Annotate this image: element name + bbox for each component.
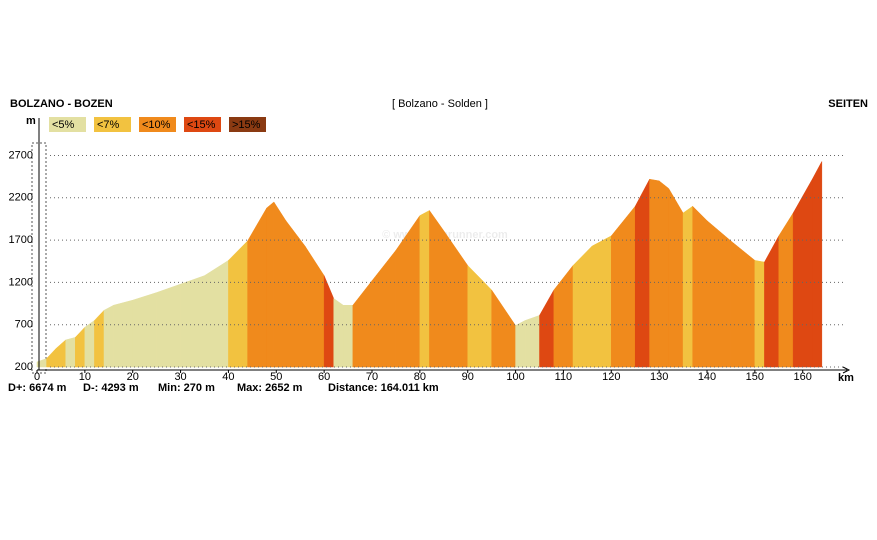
profile-segment: [323, 275, 334, 368]
profile-segment: [429, 209, 445, 368]
legend-label: <5%: [52, 119, 75, 131]
y-tick-label: 2200: [9, 192, 33, 204]
chart-title: [ Bolzano - Solden ]: [392, 98, 488, 110]
profile-segment: [467, 264, 492, 368]
profile-segment: [611, 205, 636, 368]
profile-segment: [247, 207, 267, 368]
profile-segment: [553, 264, 574, 368]
profile-segment: [65, 337, 76, 368]
profile-segment: [634, 179, 650, 368]
x-tick-label: 40: [222, 371, 234, 383]
legend-label: <10%: [142, 119, 171, 131]
x-tick-label: 90: [462, 371, 474, 383]
y-tick-label: 200: [15, 361, 33, 373]
x-tick-label: 0: [34, 371, 40, 383]
profile-segment: [273, 201, 287, 368]
profile-segment: [180, 275, 205, 368]
x-tick-label: 140: [698, 371, 716, 383]
y-tick-label: 2700: [9, 149, 33, 161]
profile-segment: [515, 320, 526, 368]
x-tick-label: 100: [506, 371, 524, 383]
profile-segment: [352, 279, 373, 368]
stat: D+: 6674 m: [8, 382, 67, 394]
profile-segment: [46, 347, 57, 368]
legend-swatch: [94, 117, 131, 132]
profile-segment: [343, 304, 354, 368]
stat: Max: 2652 m: [237, 382, 303, 394]
profile-segment: [792, 178, 813, 368]
y-tick-label: 700: [15, 319, 33, 331]
profile-segment: [572, 245, 593, 368]
profile-segment: [682, 205, 693, 368]
profile-segment: [658, 180, 669, 368]
profile-segment: [764, 235, 780, 368]
legend-swatch: [49, 117, 86, 132]
x-tick-label: 120: [602, 371, 620, 383]
profile-segment: [649, 178, 660, 368]
legend-label: <7%: [97, 119, 120, 131]
legend-swatch: [229, 117, 266, 132]
profile-segment: [55, 339, 66, 368]
profile-segment: [524, 315, 540, 368]
profile-segment: [706, 220, 732, 368]
profile-segment: [812, 161, 823, 368]
axis-marker: [31, 142, 47, 374]
profile-segment: [539, 289, 555, 368]
profile-segment: [156, 283, 181, 368]
y-tick-label: 1200: [9, 276, 33, 288]
start-label: BOLZANO - BOZEN: [10, 98, 113, 110]
x-tick-label: 10: [79, 371, 91, 383]
profile-segment: [204, 259, 229, 368]
x-tick-label: 160: [794, 371, 812, 383]
profile-segment: [371, 249, 397, 368]
y-tick-label: 1700: [9, 234, 33, 246]
profile-segment: [266, 201, 275, 368]
profile-segment: [778, 212, 794, 368]
profile-segment: [103, 304, 114, 368]
legend-label: <15%: [187, 119, 216, 131]
x-tick-label: 60: [318, 371, 330, 383]
profile-segment: [285, 219, 306, 368]
stat: Min: 270 m: [158, 382, 215, 394]
legend-swatch: [184, 117, 221, 132]
profile-segment: [36, 358, 47, 368]
profile-segment: [668, 187, 684, 368]
profile-segment: [84, 319, 95, 368]
legend-swatch: [139, 117, 176, 132]
profile-segment: [113, 299, 133, 368]
profile-segment: [419, 210, 430, 368]
x-tick-label: 130: [650, 371, 668, 383]
stat: D-: 4293 m: [83, 382, 139, 394]
x-tick-label: 30: [174, 371, 186, 383]
profile-segment: [443, 229, 468, 368]
x-axis-arrow: [842, 366, 851, 374]
profile-segment: [491, 289, 516, 368]
profile-segment: [304, 245, 325, 368]
end-label: SEITEN: [828, 98, 868, 110]
profile-segment: [94, 309, 105, 368]
x-tick-label: 70: [366, 371, 378, 383]
x-tick-label: 50: [270, 371, 282, 383]
stat: Distance: 164.011 km: [328, 382, 439, 394]
profile-segment: [591, 235, 612, 368]
profile-segment: [228, 240, 248, 368]
y-unit: m: [26, 115, 36, 127]
profile-segment: [333, 297, 344, 368]
x-unit: km: [838, 372, 854, 384]
x-tick-label: 80: [414, 371, 426, 383]
profile-segment: [75, 326, 86, 368]
x-tick-label: 110: [555, 371, 573, 383]
legend-label: >15%: [232, 119, 261, 131]
x-tick-label: 20: [127, 371, 139, 383]
profile-segment: [754, 260, 765, 368]
profile-segment: [730, 240, 756, 368]
profile-segment: [692, 205, 708, 368]
profile-segment: [132, 292, 157, 368]
x-tick-label: 150: [746, 371, 764, 383]
